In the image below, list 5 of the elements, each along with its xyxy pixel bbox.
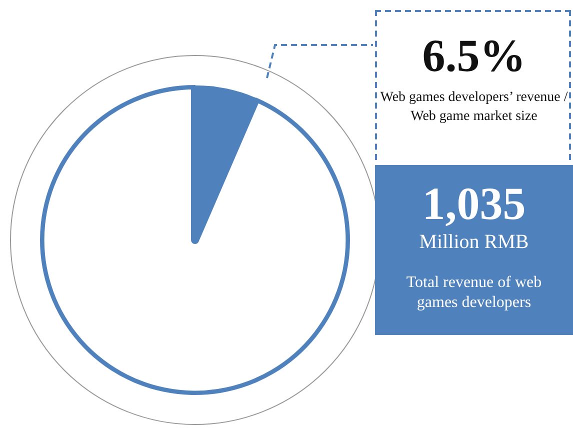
text: 1,035: [421, 178, 527, 229]
text: 6.5%: [421, 30, 527, 82]
text: Web games developers’ revenue / Web game market size: [380, 89, 568, 126]
text: Total revenue of web games developers: [405, 273, 543, 313]
text: Million RMB: [418, 230, 530, 255]
